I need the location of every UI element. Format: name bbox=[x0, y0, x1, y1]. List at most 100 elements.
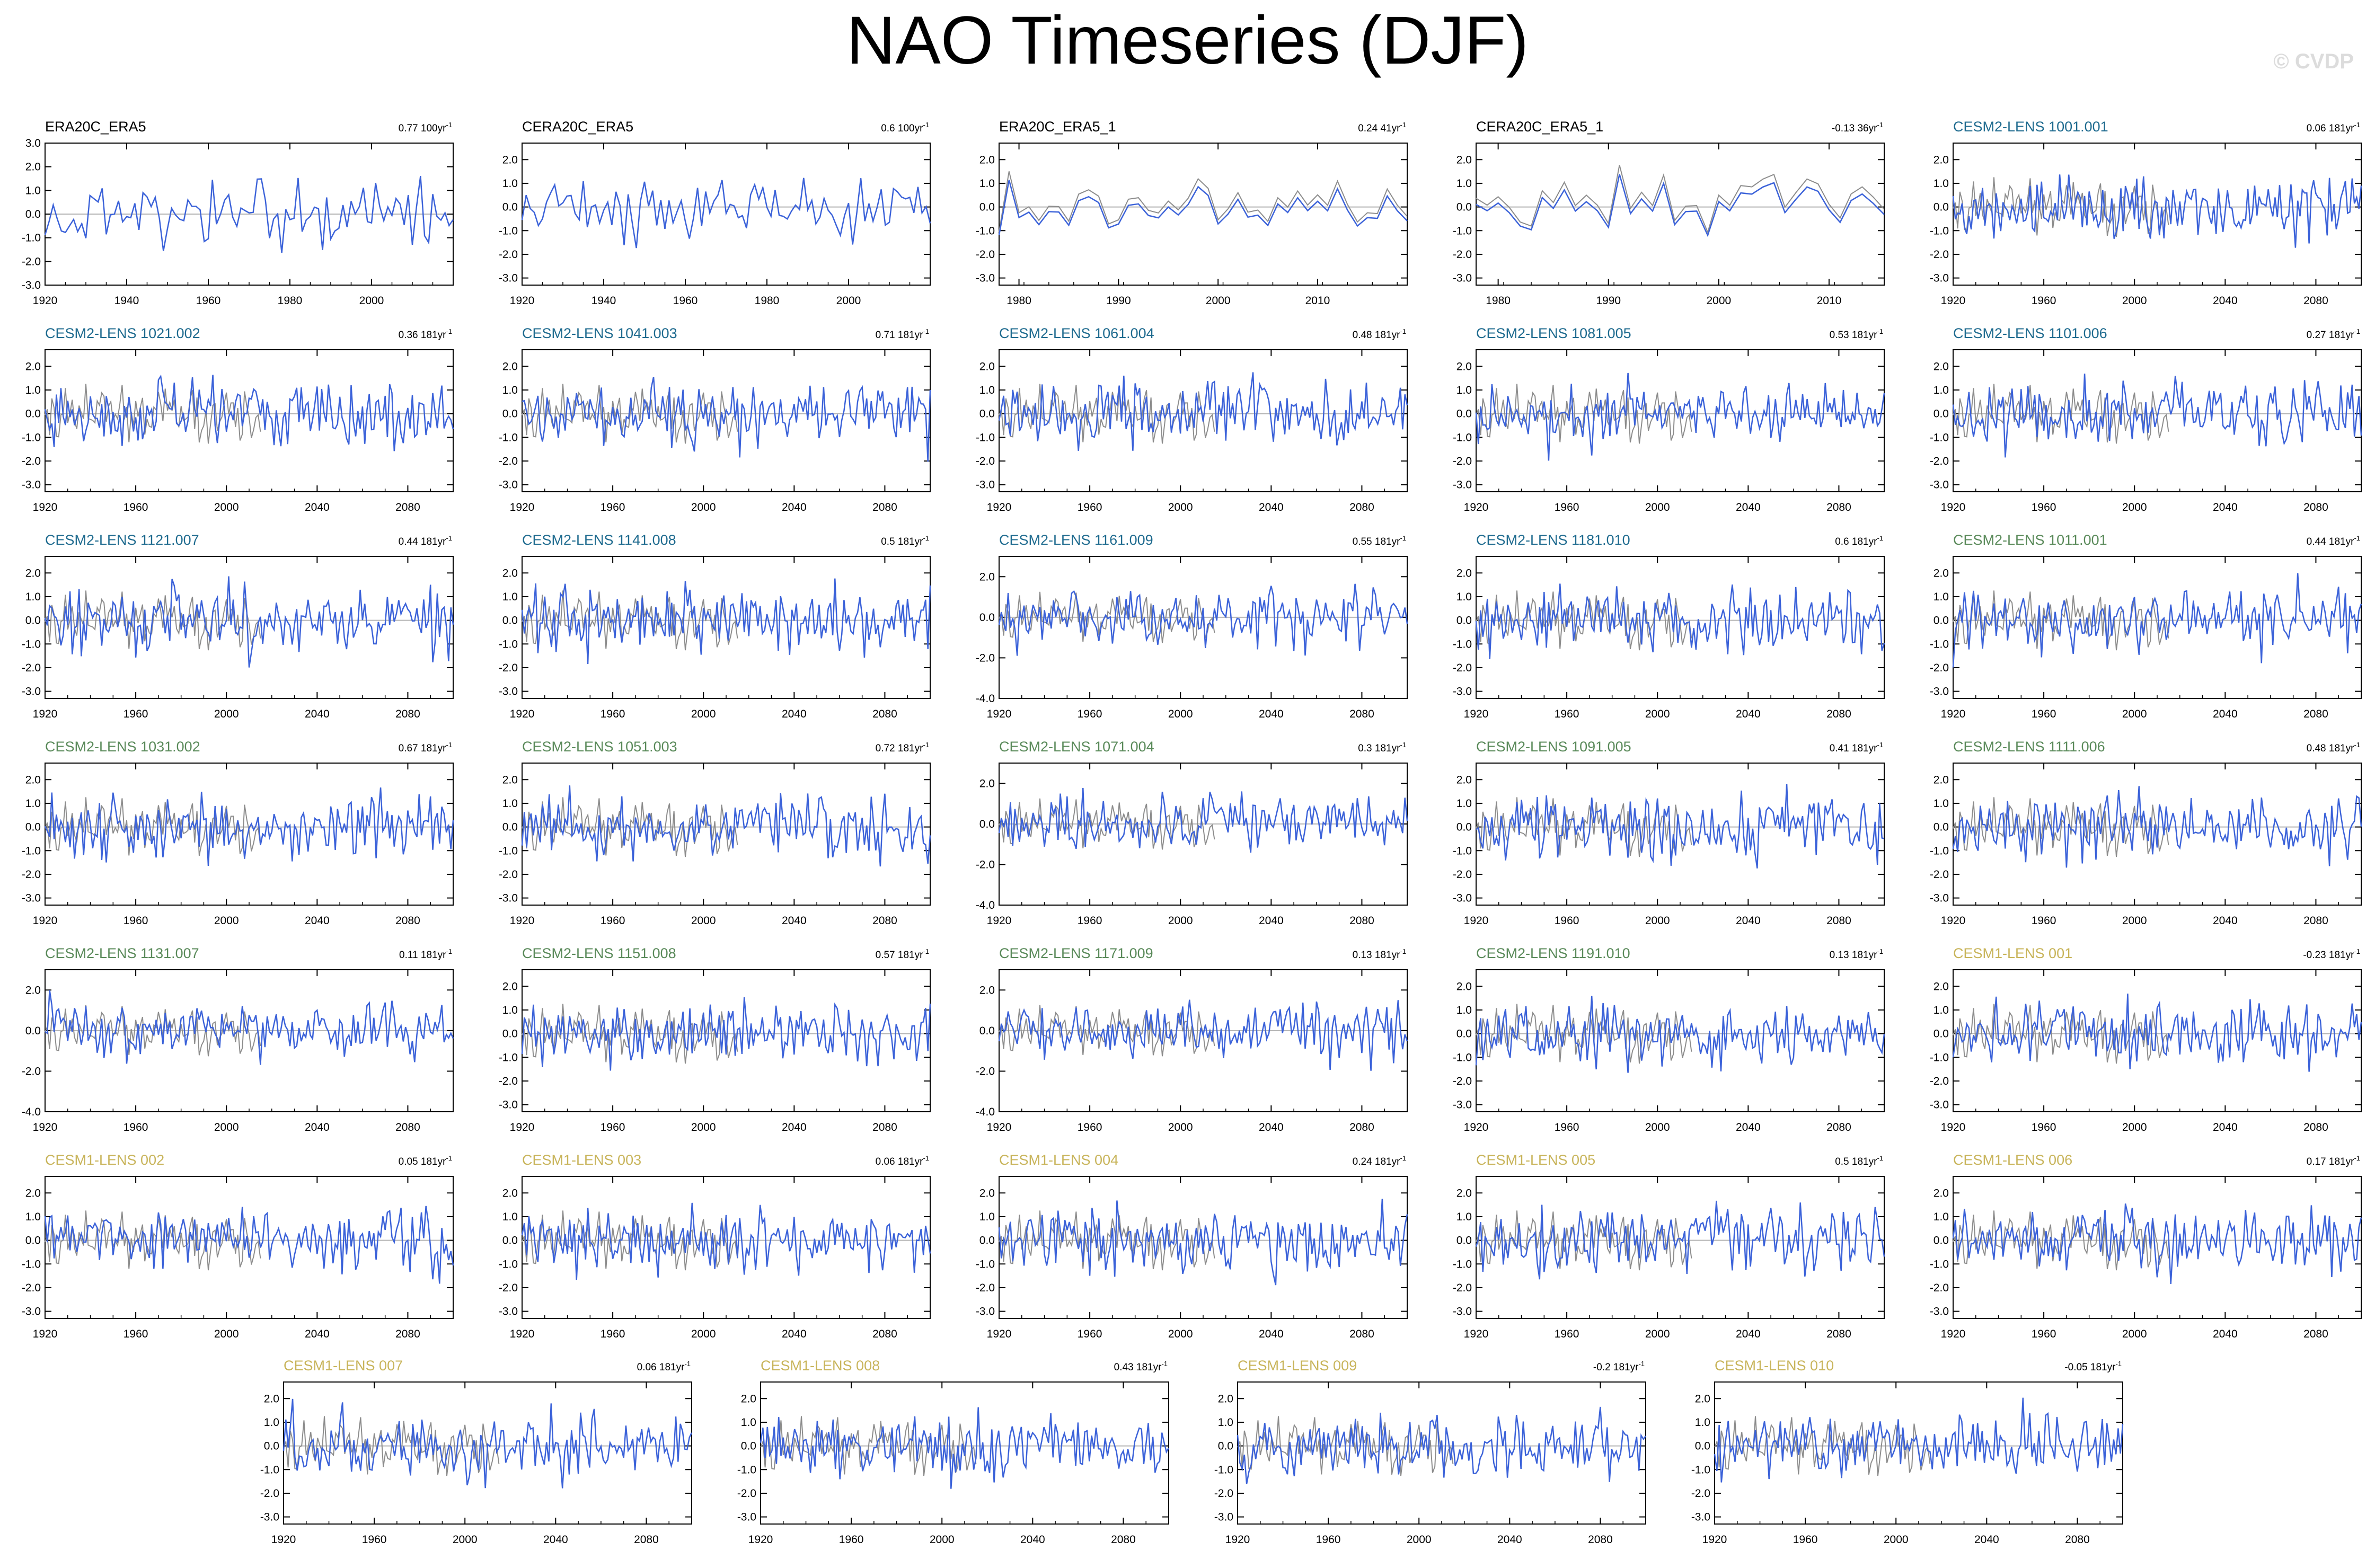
cvdp-watermark: © CVDP bbox=[2273, 50, 2354, 73]
nao-panel: CESM2-LENS 1131.007 0.11 181yr-1 2.0 0.0 -2.… bbox=[22, 945, 454, 1133]
y-tick-label: -4.0 bbox=[976, 899, 995, 911]
y-tick-label: -1.0 bbox=[499, 431, 518, 444]
x-tick-label: 1920 bbox=[510, 1121, 535, 1133]
x-tick-label: 1960 bbox=[601, 708, 625, 720]
observation-series-line bbox=[45, 797, 261, 857]
x-tick-label: 2040 bbox=[2213, 501, 2238, 513]
panel-trend: 0.5 181yr-1 bbox=[1835, 1154, 1883, 1167]
x-tick-label: 1920 bbox=[33, 915, 58, 927]
y-tick-label: 2.0 bbox=[502, 360, 518, 373]
x-tick-label: 1920 bbox=[510, 501, 535, 513]
y-tick-label: -2.0 bbox=[1453, 249, 1472, 261]
x-tick-label: 1990 bbox=[1596, 295, 1621, 307]
panel-title: CESM2-LENS 1121.007 bbox=[45, 532, 199, 548]
y-tick-label: -2.0 bbox=[976, 455, 995, 467]
y-tick-label: 0.0 bbox=[741, 1440, 756, 1452]
y-tick-label: 0.0 bbox=[25, 208, 41, 220]
nao-panel: CESM1-LENS 006 0.17 181yr-1 2.0 1.0 0.0 -1.0 -… bbox=[1930, 1152, 2362, 1340]
y-tick-label: -3.0 bbox=[22, 279, 41, 291]
y-tick-label: 0.0 bbox=[25, 1025, 41, 1037]
nao-series-line bbox=[1475, 583, 1885, 660]
panel-title: CESM2-LENS 1011.001 bbox=[1953, 532, 2107, 548]
x-tick-label: 2080 bbox=[1826, 501, 1851, 513]
nao-series-line bbox=[998, 787, 1408, 853]
nao-panel: CESM2-LENS 1151.008 0.57 181yr-1 2.0 1.0 0.0… bbox=[499, 945, 931, 1133]
x-tick-label: 2000 bbox=[1168, 708, 1193, 720]
panel-title: CESM1-LENS 010 bbox=[1715, 1358, 1834, 1374]
x-tick-label: 2080 bbox=[2303, 295, 2328, 307]
nao-panel: CESM2-LENS 1161.009 0.55 181yr-1 2.0 0.0 -2.… bbox=[976, 532, 1408, 720]
x-tick-label: 1960 bbox=[123, 1328, 148, 1340]
y-tick-label: 2.0 bbox=[979, 360, 995, 373]
x-tick-label: 2040 bbox=[1259, 1121, 1284, 1133]
x-tick-label: 2010 bbox=[1305, 295, 1330, 307]
x-tick-label: 2040 bbox=[782, 1328, 807, 1340]
y-tick-label: -2.0 bbox=[22, 455, 41, 467]
y-tick-label: -2.0 bbox=[499, 1282, 518, 1294]
x-tick-label: 2040 bbox=[1259, 915, 1284, 927]
y-tick-label: -1.0 bbox=[499, 225, 518, 237]
y-tick-label: -2.0 bbox=[976, 652, 995, 664]
y-tick-label: 2.0 bbox=[1218, 1393, 1233, 1405]
y-tick-label: 0.0 bbox=[25, 1235, 41, 1247]
y-tick-label: -1.0 bbox=[1453, 431, 1472, 444]
y-tick-label: -2.0 bbox=[976, 1065, 995, 1077]
y-tick-label: 0.0 bbox=[1933, 201, 1949, 214]
x-tick-label: 2080 bbox=[395, 1328, 420, 1340]
nao-series-line bbox=[1475, 1200, 1885, 1280]
y-tick-label: -1.0 bbox=[1930, 225, 1949, 237]
panel-title: CESM2-LENS 1061.004 bbox=[999, 325, 1154, 341]
y-tick-label: -1.0 bbox=[1930, 1258, 1949, 1270]
nao-panel: CESM2-LENS 1101.006 0.27 181yr-1 2.0 1.0 0.0… bbox=[1930, 325, 2362, 513]
y-tick-label: -3.0 bbox=[976, 479, 995, 491]
y-tick-label: 1.0 bbox=[25, 1211, 41, 1223]
y-tick-label: 0.0 bbox=[979, 612, 995, 624]
x-tick-label: 2080 bbox=[1349, 915, 1374, 927]
y-tick-label: 2.0 bbox=[502, 774, 518, 786]
y-tick-label: -2.0 bbox=[499, 1075, 518, 1087]
y-tick-label: 2.0 bbox=[979, 1187, 995, 1199]
y-tick-label: 1.0 bbox=[25, 798, 41, 810]
y-tick-label: 0.0 bbox=[502, 821, 518, 834]
panel-trend: 0.43 181yr-1 bbox=[1114, 1360, 1168, 1373]
x-tick-label: 1920 bbox=[33, 1328, 58, 1340]
x-tick-label: 1960 bbox=[1555, 1121, 1579, 1133]
nao-panel: CERA20C_ERA5 0.6 100yr-1 2.0 1.0 0.0 -1.0 -2.0… bbox=[499, 119, 931, 307]
x-tick-label: 2000 bbox=[1645, 1328, 1670, 1340]
x-tick-label: 2000 bbox=[691, 1121, 716, 1133]
x-tick-label: 2000 bbox=[214, 501, 239, 513]
x-tick-label: 2000 bbox=[1884, 1534, 1909, 1546]
panel-title: CESM1-LENS 002 bbox=[45, 1152, 164, 1168]
y-tick-label: -1.0 bbox=[1691, 1464, 1710, 1476]
panel-title: CESM2-LENS 1171.009 bbox=[999, 945, 1153, 961]
x-tick-label: 2040 bbox=[305, 501, 330, 513]
nao-series-line bbox=[998, 999, 1408, 1071]
observation-series-line bbox=[1714, 1416, 1931, 1476]
y-tick-label: 1.0 bbox=[25, 384, 41, 396]
nao-panel: CESM2-LENS 1081.005 0.53 181yr-1 2.0 1.0 0.0… bbox=[1453, 325, 1885, 513]
nao-series-line bbox=[44, 1206, 454, 1284]
x-tick-label: 1980 bbox=[278, 295, 303, 307]
x-tick-label: 1920 bbox=[1941, 1328, 1966, 1340]
x-tick-label: 2040 bbox=[1259, 1328, 1284, 1340]
nao-series-line bbox=[44, 576, 454, 668]
y-tick-label: 1.0 bbox=[741, 1416, 756, 1429]
x-tick-label: 1920 bbox=[271, 1534, 296, 1546]
x-tick-label: 2000 bbox=[1645, 501, 1670, 513]
y-tick-label: -3.0 bbox=[499, 479, 518, 491]
y-tick-label: -3.0 bbox=[1930, 686, 1949, 698]
y-tick-label: 0.0 bbox=[1456, 1235, 1472, 1247]
y-tick-label: -2.0 bbox=[22, 662, 41, 674]
observation-series-line bbox=[45, 590, 261, 651]
y-tick-label: 1.0 bbox=[1933, 1004, 1949, 1016]
y-tick-label: 1.0 bbox=[25, 184, 41, 197]
x-tick-label: 2000 bbox=[930, 1534, 955, 1546]
y-tick-label: -3.0 bbox=[499, 1306, 518, 1318]
x-tick-label: 1920 bbox=[987, 708, 1012, 720]
x-tick-label: 2000 bbox=[214, 1121, 239, 1133]
x-tick-label: 1960 bbox=[123, 708, 148, 720]
panel-trend: 0.06 181yr-1 bbox=[637, 1360, 691, 1373]
x-tick-label: 1960 bbox=[839, 1534, 864, 1546]
panel-trend: 0.48 181yr-1 bbox=[1353, 327, 1406, 341]
x-tick-label: 2080 bbox=[1826, 1121, 1851, 1133]
